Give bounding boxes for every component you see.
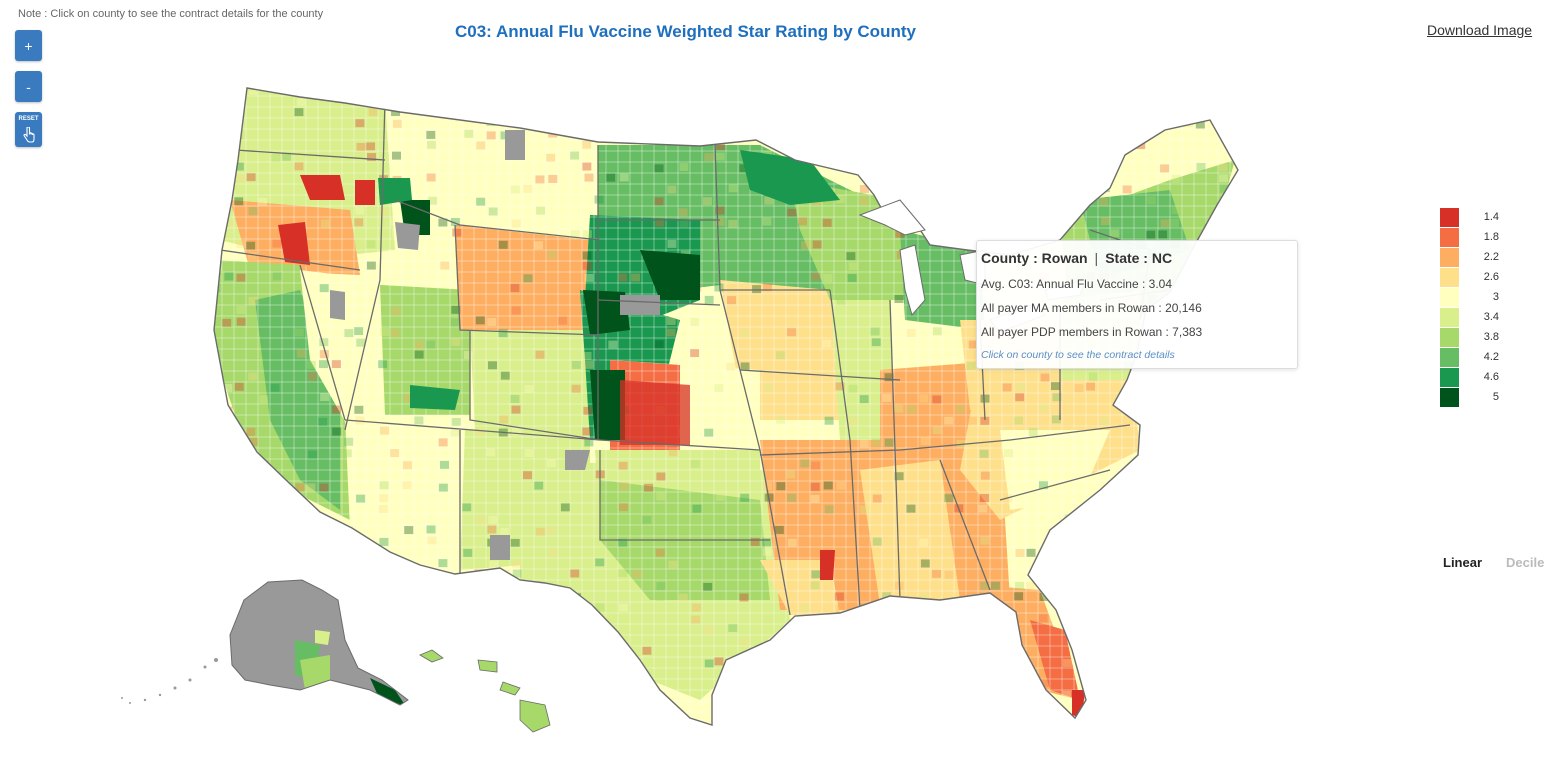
legend-item: 3.8	[1440, 327, 1499, 347]
tooltip-pdp-members: All payer PDP members in Rowan : 7,383	[981, 325, 1203, 339]
scale-linear-option[interactable]: Linear	[1443, 555, 1483, 570]
legend-label: 1.4	[1483, 211, 1499, 223]
legend-swatch	[1440, 367, 1459, 387]
hand-pointer-icon	[22, 126, 35, 143]
legend-label: 4.6	[1483, 371, 1499, 383]
legend-label: 3.4	[1483, 311, 1499, 323]
legend-item: 3	[1440, 287, 1499, 307]
legend-item: 5	[1440, 387, 1499, 407]
color-legend: 1.4 1.8 2.2 2.6 3 3.4 3.8 4.2 4.6 5	[1440, 207, 1499, 407]
download-image-link[interactable]: Download Image	[1427, 22, 1533, 38]
reset-button[interactable]: RESET	[15, 112, 42, 147]
reset-label: RESET	[18, 116, 39, 122]
legend-swatch	[1440, 247, 1459, 267]
legend-item: 4.2	[1440, 347, 1499, 367]
legend-swatch	[1440, 287, 1459, 307]
legend-label: 4.2	[1483, 351, 1499, 363]
county-tooltip: County : Rowan | State : NC Avg. C03: Annu…	[976, 240, 1298, 369]
tooltip-avg: Avg. C03: Annual Flu Vaccine : 3.04	[981, 277, 1173, 291]
legend-item: 2.6	[1440, 267, 1499, 287]
legend-swatch	[1440, 387, 1459, 407]
legend-label: 3.8	[1483, 331, 1499, 343]
legend-swatch	[1440, 227, 1459, 247]
legend-swatch	[1440, 207, 1459, 227]
legend-swatch	[1440, 347, 1459, 367]
tooltip-separator: |	[1094, 250, 1099, 266]
tooltip-ma-members: All payer MA members in Rowan : 20,146	[981, 301, 1202, 315]
legend-swatch	[1440, 327, 1459, 347]
tooltip-header: County : Rowan | State : NC	[981, 250, 1172, 266]
legend-item: 1.8	[1440, 227, 1499, 247]
legend-item: 2.2	[1440, 247, 1499, 267]
legend-label: 3	[1492, 291, 1499, 303]
legend-item: 3.4	[1440, 307, 1499, 327]
zoom-out-button[interactable]: -	[15, 71, 42, 102]
scale-decile-option[interactable]: Decile	[1506, 555, 1545, 570]
zoom-in-button[interactable]: +	[15, 30, 42, 61]
tooltip-hint[interactable]: Click on county to see the contract deta…	[981, 349, 1175, 361]
legend-label: 1.8	[1483, 231, 1499, 243]
map-title: C03: Annual Flu Vaccine Weighted Star Ra…	[455, 22, 916, 41]
legend-label: 2.6	[1483, 271, 1499, 283]
tooltip-county: County : Rowan	[981, 250, 1088, 266]
legend-swatch	[1440, 307, 1459, 327]
legend-item: 1.4	[1440, 207, 1499, 227]
legend-label: 2.2	[1483, 251, 1499, 263]
legend-label: 5	[1492, 391, 1499, 403]
legend-item: 4.6	[1440, 367, 1499, 387]
instruction-note: Note : Click on county to see the contra…	[18, 8, 324, 20]
tooltip-state: State : NC	[1105, 250, 1173, 266]
legend-swatch	[1440, 267, 1459, 287]
